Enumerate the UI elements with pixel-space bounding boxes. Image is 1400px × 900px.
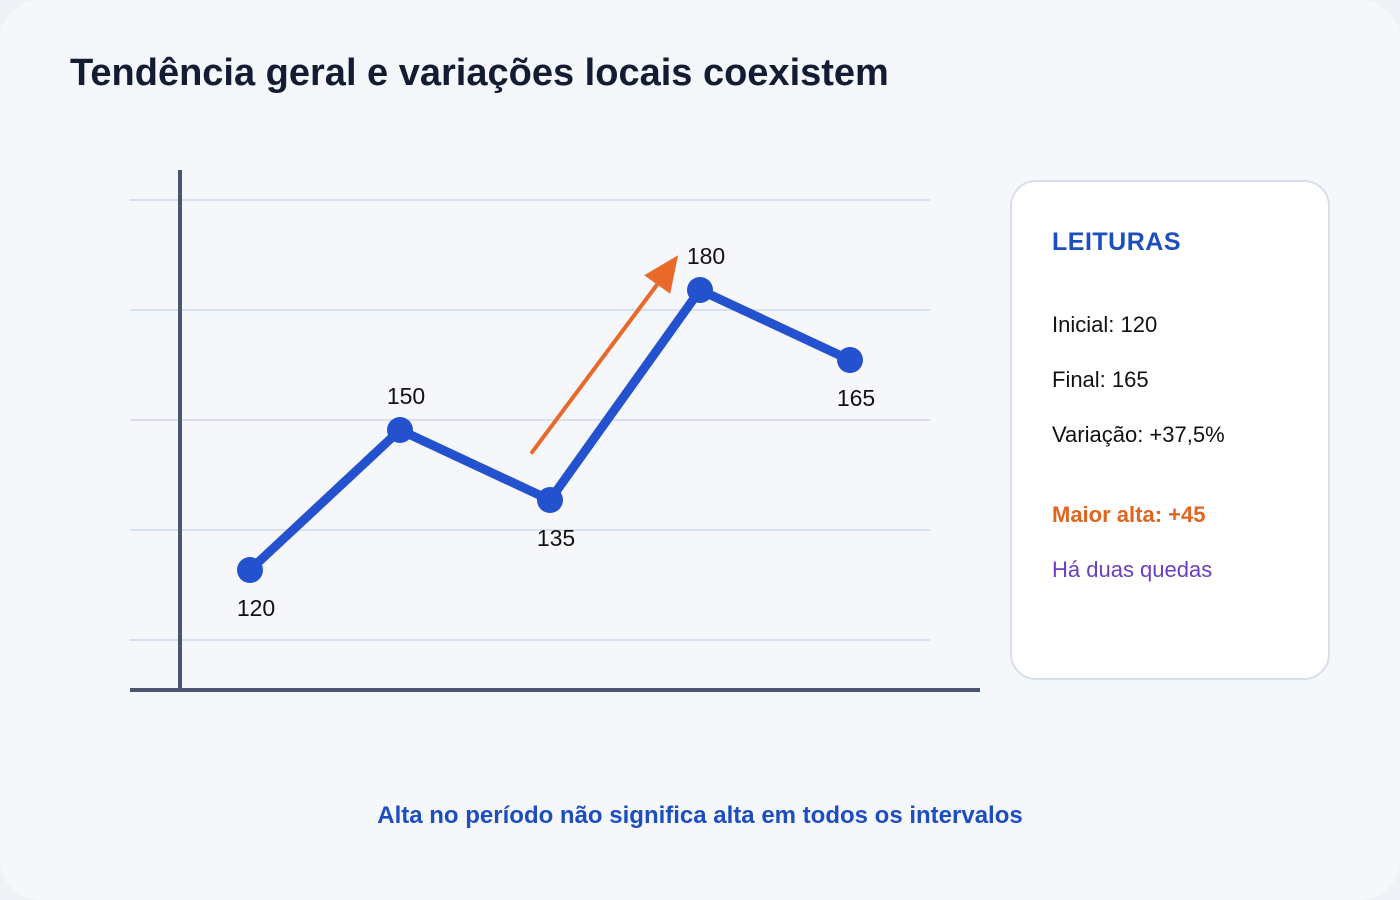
- initial-value: Inicial: 120: [1052, 312, 1158, 337]
- drops-note: Há duas quedas: [1052, 557, 1213, 582]
- data-label-1: 120: [237, 595, 275, 621]
- panel-title: LEITURAS: [1052, 228, 1181, 256]
- data-point-1: [237, 557, 263, 583]
- data-point-4: [687, 277, 713, 303]
- data-point-2: [387, 417, 413, 443]
- data-point-3: [537, 487, 563, 513]
- data-label-2: 150: [387, 383, 425, 409]
- data-label-3: 135: [537, 525, 575, 551]
- variation-value: Variação: +37,5%: [1052, 422, 1225, 447]
- largest-rise: Maior alta: +45: [1052, 502, 1206, 527]
- grid-lines: [130, 199, 930, 641]
- readings-panel: LEITURAS Inicial: 120 Final: 165 Variaçã…: [1010, 180, 1330, 680]
- page-title: Tendência geral e variações locais coexi…: [70, 52, 889, 94]
- final-value: Final: 165: [1052, 367, 1149, 392]
- highlight-arrow-head: [644, 255, 679, 294]
- line-chart: 120 150 135 180 165: [130, 170, 980, 692]
- highlight-arrow-shaft: [530, 282, 660, 455]
- data-point-5: [837, 347, 863, 373]
- data-label-4: 180: [687, 243, 725, 269]
- highlight-arrow: [530, 255, 679, 455]
- footer-caption: Alta no período não significa alta em to…: [377, 802, 1023, 829]
- data-labels: 120 150 135 180 165: [237, 243, 875, 621]
- data-points: [237, 277, 863, 583]
- data-label-5: 165: [837, 385, 875, 411]
